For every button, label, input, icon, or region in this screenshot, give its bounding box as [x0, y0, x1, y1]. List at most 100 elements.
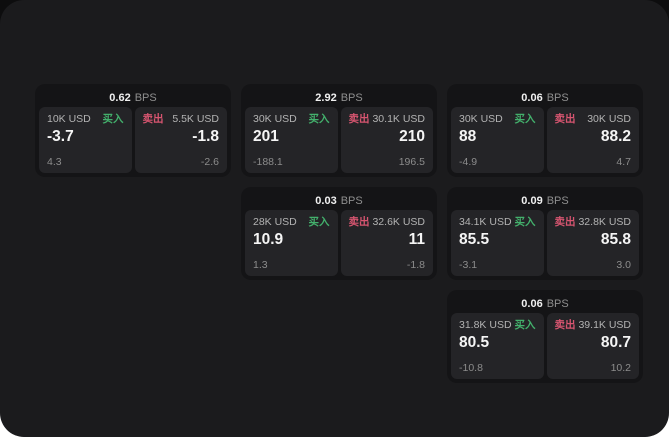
bps-value: 0.62 — [109, 91, 131, 104]
buy-sell-tiles: 34.1K USD 买入 85.5 -3.1 卖出 32.8K USD 85.8… — [451, 210, 639, 276]
buy-value: 201 — [253, 127, 279, 145]
sell-label: 卖出 — [554, 319, 576, 331]
buy-delta: -3.1 — [459, 258, 478, 271]
sell-delta: -2.6 — [200, 155, 219, 168]
buy-value: 88 — [459, 127, 477, 145]
bps-header: 0.06 BPS — [451, 88, 639, 107]
buy-label: 买入 — [308, 113, 330, 125]
buy-sell-tiles: 28K USD 买入 10.9 1.3 卖出 32.6K USD 11 -1.8 — [245, 210, 433, 276]
buy-tile-top: 28K USD 买入 — [253, 217, 330, 228]
sell-tile[interactable]: 卖出 30.1K USD 210 196.5 — [340, 107, 433, 173]
quote-card-grid: 0.62 BPS 10K USD 买入 -3.7 4.3 卖出 — [35, 84, 643, 383]
sell-delta: 196.5 — [398, 155, 425, 168]
sell-tile-top: 卖出 30K USD — [555, 114, 632, 125]
buy-value: 85.5 — [459, 230, 490, 248]
sell-tile[interactable]: 卖出 32.8K USD 85.8 3.0 — [546, 210, 639, 276]
sell-value: -1.8 — [192, 127, 219, 145]
bps-value: 0.06 — [521, 297, 543, 310]
buy-label: 买入 — [514, 113, 536, 125]
sell-delta: 4.7 — [616, 155, 631, 168]
quote-card: 0.62 BPS 10K USD 买入 -3.7 4.3 卖出 — [35, 84, 231, 177]
sell-tile[interactable]: 卖出 32.6K USD 11 -1.8 — [340, 210, 433, 276]
buy-tile[interactable]: 28K USD 买入 10.9 1.3 — [245, 210, 338, 276]
buy-amount: 34.1K USD — [459, 216, 512, 228]
quote-card: 0.03 BPS 28K USD 买入 10.9 1.3 卖出 — [241, 187, 437, 280]
buy-label: 买入 — [308, 216, 330, 228]
quote-card: 0.09 BPS 34.1K USD 买入 85.5 -3.1 卖出 — [447, 187, 643, 280]
buy-label: 买入 — [514, 216, 536, 228]
sell-label: 卖出 — [554, 113, 576, 125]
buy-tile-top: 34.1K USD 买入 — [459, 217, 536, 228]
buy-sell-tiles: 10K USD 买入 -3.7 4.3 卖出 5.5K USD -1.8 -2.… — [39, 107, 227, 173]
buy-value: 10.9 — [253, 230, 284, 248]
sell-value: 85.8 — [600, 230, 631, 248]
sell-tile[interactable]: 卖出 5.5K USD -1.8 -2.6 — [134, 107, 227, 173]
sell-delta: 3.0 — [616, 258, 631, 271]
buy-amount: 30K USD — [459, 113, 503, 125]
quote-card: 2.92 BPS 30K USD 买入 201 -188.1 卖出 — [241, 84, 437, 177]
sell-label: 卖出 — [348, 216, 370, 228]
sell-label: 卖出 — [348, 113, 370, 125]
bps-unit-label: BPS — [546, 194, 569, 207]
bps-header: 0.03 BPS — [245, 191, 433, 210]
bps-value: 2.92 — [315, 91, 337, 104]
buy-tile[interactable]: 30K USD 买入 201 -188.1 — [245, 107, 338, 173]
sell-tile-top: 卖出 30.1K USD — [349, 114, 426, 125]
buy-delta: -188.1 — [253, 155, 283, 168]
sell-amount: 30.1K USD — [372, 113, 425, 125]
buy-value: 80.5 — [459, 333, 490, 351]
buy-sell-tiles: 30K USD 买入 88 -4.9 卖出 30K USD 88.2 4.7 — [451, 107, 639, 173]
buy-tile-top: 30K USD 买入 — [459, 114, 536, 125]
bps-value: 0.03 — [315, 194, 337, 207]
sell-value: 80.7 — [600, 333, 631, 351]
bps-unit-label: BPS — [340, 91, 363, 104]
sell-tile[interactable]: 卖出 39.1K USD 80.7 10.2 — [546, 313, 639, 379]
sell-amount: 32.8K USD — [578, 216, 631, 228]
buy-tile-top: 31.8K USD 买入 — [459, 320, 536, 331]
quote-card: 0.06 BPS 30K USD 买入 88 -4.9 卖出 — [447, 84, 643, 177]
buy-value: -3.7 — [47, 127, 74, 145]
buy-tile[interactable]: 30K USD 买入 88 -4.9 — [451, 107, 544, 173]
sell-label: 卖出 — [142, 113, 164, 125]
sell-tile-top: 卖出 5.5K USD — [143, 114, 220, 125]
sell-value: 11 — [408, 230, 425, 248]
sell-tile[interactable]: 卖出 30K USD 88.2 4.7 — [546, 107, 639, 173]
bps-header: 0.06 BPS — [451, 294, 639, 313]
sell-tile-top: 卖出 39.1K USD — [555, 320, 632, 331]
bps-header: 0.62 BPS — [39, 88, 227, 107]
sell-tile-top: 卖出 32.6K USD — [349, 217, 426, 228]
sell-value: 88.2 — [600, 127, 631, 145]
buy-sell-tiles: 31.8K USD 买入 80.5 -10.8 卖出 39.1K USD 80.… — [451, 313, 639, 379]
buy-label: 买入 — [102, 113, 124, 125]
buy-tile[interactable]: 10K USD 买入 -3.7 4.3 — [39, 107, 132, 173]
bps-value: 0.09 — [521, 194, 543, 207]
buy-label: 买入 — [514, 319, 536, 331]
buy-tile[interactable]: 31.8K USD 买入 80.5 -10.8 — [451, 313, 544, 379]
buy-amount: 30K USD — [253, 113, 297, 125]
sell-amount: 32.6K USD — [372, 216, 425, 228]
sell-tile-top: 卖出 32.8K USD — [555, 217, 632, 228]
bps-unit-label: BPS — [134, 91, 157, 104]
bps-unit-label: BPS — [340, 194, 363, 207]
buy-delta: -4.9 — [459, 155, 478, 168]
bps-header: 2.92 BPS — [245, 88, 433, 107]
bps-unit-label: BPS — [546, 297, 569, 310]
bps-header: 0.09 BPS — [451, 191, 639, 210]
sell-amount: 39.1K USD — [578, 319, 631, 331]
sell-value: 210 — [399, 127, 425, 145]
buy-delta: 4.3 — [47, 155, 62, 168]
bps-unit-label: BPS — [546, 91, 569, 104]
buy-tile[interactable]: 34.1K USD 买入 85.5 -3.1 — [451, 210, 544, 276]
quote-card: 0.06 BPS 31.8K USD 买入 80.5 -10.8 卖 — [447, 290, 643, 383]
buy-amount: 31.8K USD — [459, 319, 512, 331]
sell-delta: 10.2 — [610, 361, 631, 374]
buy-sell-tiles: 30K USD 买入 201 -188.1 卖出 30.1K USD 210 1… — [245, 107, 433, 173]
sell-label: 卖出 — [554, 216, 576, 228]
buy-tile-top: 10K USD 买入 — [47, 114, 124, 125]
buy-amount: 10K USD — [47, 113, 91, 125]
sell-delta: -1.8 — [406, 258, 425, 271]
buy-tile-top: 30K USD 买入 — [253, 114, 330, 125]
sell-amount: 30K USD — [587, 113, 631, 125]
